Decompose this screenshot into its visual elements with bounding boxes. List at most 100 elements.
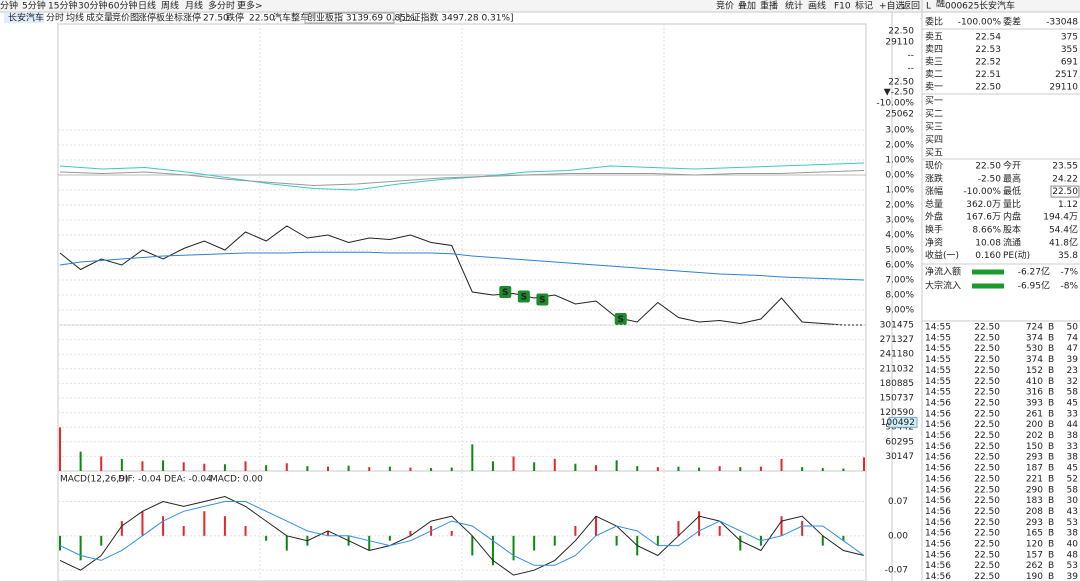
trade-time: 14:56 xyxy=(925,518,951,528)
toolbar-button[interactable]: +自选 xyxy=(879,0,905,12)
trade-price: 22.50 xyxy=(974,420,1000,430)
volume-bar xyxy=(759,466,762,471)
trade-side: B xyxy=(1048,442,1054,452)
volume-bar xyxy=(388,466,391,471)
y-tick-label: 211032 xyxy=(880,364,914,374)
tab[interactable]: 5分钟 xyxy=(22,0,46,12)
trade-side: B xyxy=(1048,572,1054,581)
macd-bar xyxy=(100,535,103,546)
y-tick-label: 4.00% xyxy=(885,231,914,241)
trade-count: 45 xyxy=(1067,398,1078,408)
label: 涨停 xyxy=(183,12,201,24)
y-tick-label: 6.00% xyxy=(885,261,914,271)
macd-bar xyxy=(162,516,165,536)
volume-bar xyxy=(79,451,82,471)
tab[interactable]: 周线 xyxy=(161,0,179,12)
trade-volume: 530 xyxy=(1026,344,1043,354)
y-tick-label: 9.00% xyxy=(885,306,914,316)
tab[interactable]: 多分时 xyxy=(208,0,235,12)
toolbar-button[interactable]: 返回 xyxy=(902,0,920,12)
y-tick-label: 1.00% xyxy=(885,156,914,166)
trade-count: 30 xyxy=(1067,496,1079,506)
sell-marker xyxy=(499,286,512,298)
tab[interactable]: 更多> xyxy=(237,0,263,12)
toolbar-button[interactable]: 竞价 xyxy=(716,0,734,12)
trade-count: 39 xyxy=(1067,572,1079,581)
trade-price: 22.50 xyxy=(974,333,1000,343)
volume-bar xyxy=(347,465,350,471)
ask-volume: 355 xyxy=(1061,45,1078,55)
tab[interactable]: 30分钟 xyxy=(78,0,107,12)
macd-bar xyxy=(120,521,123,536)
tab[interactable]: 日线 xyxy=(138,0,156,12)
quote-label: 29110 xyxy=(885,38,914,48)
order-ratio: -100.00% xyxy=(958,18,1002,28)
trade-price: 22.50 xyxy=(974,474,1000,484)
trade-side: B xyxy=(1048,518,1054,528)
macd-bar xyxy=(388,535,391,541)
stock-code: 000625 xyxy=(945,2,979,12)
price-line xyxy=(59,170,865,187)
quote-stat: 外盘 xyxy=(925,211,943,223)
trade-count: 32 xyxy=(1067,377,1078,387)
y-tick-label: -0.07 xyxy=(885,566,908,576)
toolbar-button[interactable]: F10 xyxy=(834,2,851,12)
flow-bar xyxy=(972,283,1004,289)
quote-stat: 10.08 xyxy=(975,238,1001,248)
toolbar-button[interactable]: 标记 xyxy=(855,0,873,12)
quote-stat: 8.66% xyxy=(972,226,1001,236)
chart-option[interactable]: 竞价图 xyxy=(112,12,139,24)
chart-option[interactable]: 均线 xyxy=(66,12,84,24)
y-tick-label: 301475 xyxy=(880,321,914,331)
trade-count: 47 xyxy=(1067,344,1078,354)
trade-count: 48 xyxy=(1067,550,1079,560)
ask-volume: 375 xyxy=(1061,33,1078,43)
chart-option[interactable]: 涨停板坐标 xyxy=(138,12,183,24)
dea-label: DEA: -0.04 xyxy=(164,475,212,485)
quote-stat: PE(动) xyxy=(1003,250,1030,261)
price-line xyxy=(59,251,865,281)
y-tick-label: 0.00 xyxy=(888,531,908,541)
quote-stat: 流通 xyxy=(1003,236,1021,248)
index: 创业板指 3139.69 0.85% xyxy=(307,12,415,24)
chart-option[interactable]: 成交量 xyxy=(86,12,113,24)
tab[interactable]: 月线 xyxy=(185,0,203,12)
macd-bar xyxy=(533,535,536,551)
trade-time: 14:56 xyxy=(925,398,951,408)
quote-stat: 24.22 xyxy=(1052,174,1078,184)
bid-label: 买一 xyxy=(925,96,943,107)
tab[interactable]: 15分钟 xyxy=(48,0,77,12)
quote-stat: 23.55 xyxy=(1052,162,1078,172)
tab[interactable]: 分钟 xyxy=(0,0,18,12)
trade-count: 38 xyxy=(1067,431,1079,441)
trade-time: 14:56 xyxy=(925,507,951,517)
trade-side: B xyxy=(1048,550,1054,560)
trade-time: 14:56 xyxy=(925,453,951,463)
quote-stat: 涨幅 xyxy=(925,185,943,197)
trade-side: B xyxy=(1048,431,1054,441)
toolbar-button[interactable]: 画线 xyxy=(808,0,826,12)
y-tick-label: 8.00% xyxy=(885,291,914,301)
ask-price: 22.50 xyxy=(975,83,1001,93)
trade-volume: 316 xyxy=(1026,388,1043,398)
trade-time: 14:56 xyxy=(925,442,951,452)
trade-volume: 262 xyxy=(1026,561,1043,571)
toolbar-button[interactable]: 叠加 xyxy=(738,1,756,12)
trade-price: 22.50 xyxy=(974,323,1000,333)
y-tick-label: 120590 xyxy=(880,408,915,418)
macd-line xyxy=(59,495,865,576)
toolbar-button[interactable]: 重播 xyxy=(760,0,778,12)
quote-label: 22.50 xyxy=(888,27,914,37)
macd-bar xyxy=(223,516,226,536)
chart-option[interactable]: 分时 xyxy=(46,12,64,24)
tab[interactable]: 60分钟 xyxy=(108,0,137,12)
quote-stat: 涨跌 xyxy=(925,173,943,184)
volume-bar xyxy=(512,456,515,471)
trade-volume: 374 xyxy=(1026,355,1043,365)
trade-price: 22.50 xyxy=(974,485,1000,495)
toolbar-button[interactable]: 统计 xyxy=(785,0,803,12)
trade-volume: 202 xyxy=(1026,431,1043,441)
macd-bar xyxy=(512,535,515,561)
quote-stat: 净资 xyxy=(925,236,943,248)
y-tick-label: 271327 xyxy=(880,335,914,345)
